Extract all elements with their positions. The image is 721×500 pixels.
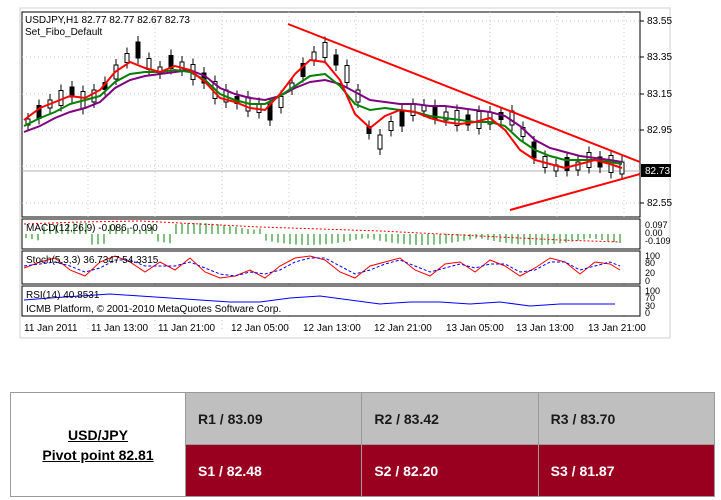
time-label-9: 13 Jan 21:00 xyxy=(588,323,646,334)
macd-axis-zero: 0.00 xyxy=(645,228,663,238)
rsi-panel xyxy=(21,285,641,317)
price-label-3: 83.15 xyxy=(647,89,672,100)
stochastic-panel xyxy=(21,250,641,285)
pair-cell: USD/JPY Pivot point 82.81 xyxy=(10,392,186,497)
macd-signal-line xyxy=(23,220,621,243)
candle-body xyxy=(377,134,383,150)
stoch-axis-80: 80 xyxy=(645,258,655,268)
price-axis: 83.55 83.35 83.15 82.95 82.55 xyxy=(640,16,672,209)
price-panel xyxy=(21,11,641,218)
stoch-axis-100: 100 xyxy=(645,251,660,261)
rsi-axis-30: 30 xyxy=(645,301,655,311)
stoch-axis-0: 0 xyxy=(645,276,650,286)
copyright-text: ICMB Platform, © 2001-2010 MetaQuotes So… xyxy=(26,304,281,315)
candle-body xyxy=(311,51,317,61)
ma-fast-line xyxy=(23,58,623,170)
pair-name: USD/JPY xyxy=(68,426,128,443)
price-label-4: 82.95 xyxy=(647,125,672,136)
current-price-label: 82.73 xyxy=(645,166,670,177)
macd-axis-top: 0.097 xyxy=(645,220,668,230)
support-2: S2 / 82.20 xyxy=(361,444,539,497)
resistance-1: R1 / 83.09 xyxy=(184,392,363,445)
candle-body xyxy=(355,89,361,103)
ascending-trendline xyxy=(509,173,641,211)
time-label-4: 12 Jan 05:00 xyxy=(231,323,289,334)
candle-body xyxy=(410,104,416,116)
time-label-3: 11 Jan 21:00 xyxy=(158,323,216,334)
candle-body xyxy=(333,54,339,66)
ma-mid-line xyxy=(23,68,623,165)
candle-body xyxy=(564,157,570,171)
usdjpy-chart: USDJPY,H1 82.77 82.77 82.67 82.73 Set_Fi… xyxy=(19,7,672,339)
candle-body xyxy=(278,96,284,108)
rsi-axis-100: 100 xyxy=(645,286,660,296)
time-label-2: 11 Jan 13:00 xyxy=(91,323,149,334)
price-label-2: 83.35 xyxy=(647,52,672,63)
candle-body xyxy=(443,111,449,121)
current-price-marker xyxy=(641,164,671,177)
candle-body xyxy=(124,53,130,63)
candle-body xyxy=(135,41,141,59)
time-label-7: 13 Jan 05:00 xyxy=(446,323,504,334)
stoch-axis-20: 20 xyxy=(645,268,655,278)
time-label-8: 13 Jan 13:00 xyxy=(516,323,574,334)
price-label-1: 83.55 xyxy=(647,16,672,27)
candle-body xyxy=(322,42,328,58)
rsi-label: RSI(14) 40.8531 xyxy=(26,290,100,301)
candle-body xyxy=(388,121,394,131)
ma-slow-line xyxy=(23,68,623,163)
chart-header: USDJPY,H1 82.77 82.77 82.67 82.73 xyxy=(25,15,190,26)
candle-body xyxy=(300,63,306,77)
candle-body xyxy=(454,110,460,126)
support-3: S3 / 81.87 xyxy=(537,444,716,497)
time-label-5: 12 Jan 13:00 xyxy=(303,323,361,334)
macd-axis-bottom: -0.109 xyxy=(645,236,671,246)
rsi-axis-0: 0 xyxy=(645,308,650,318)
time-label-1: 11 Jan 2011 xyxy=(24,323,78,334)
pivot-point: Pivot point 82.81 xyxy=(42,446,154,463)
stochastic-signal-line xyxy=(23,257,621,277)
time-label-6: 12 Jan 21:00 xyxy=(374,323,432,334)
resistance-2: R2 / 83.42 xyxy=(361,392,539,445)
macd-label: MACD(12,26,9) -0.086 -0.090 xyxy=(26,223,158,234)
candle-body xyxy=(344,65,350,83)
time-axis: 11 Jan 2011 11 Jan 13:00 11 Jan 21:00 12… xyxy=(24,323,646,334)
rsi-axis-70: 70 xyxy=(645,293,655,303)
macd-panel xyxy=(21,218,641,250)
pivot-table: USD/JPY Pivot point 82.81 R1 / 83.09 R2 … xyxy=(10,392,716,497)
rsi-line xyxy=(23,293,615,307)
support-1: S1 / 82.48 xyxy=(184,444,363,497)
price-label-5: 82.55 xyxy=(647,198,672,209)
resistance-3: R3 / 83.70 xyxy=(537,392,716,445)
descending-trendline xyxy=(287,23,641,163)
candle-body xyxy=(91,89,97,103)
candle-body xyxy=(399,109,405,127)
indicator-set-name: Set_Fibo_Default xyxy=(25,27,102,38)
stochastic-label: Stoch(5,3,3) 36.7347 54.3315 xyxy=(26,255,159,266)
